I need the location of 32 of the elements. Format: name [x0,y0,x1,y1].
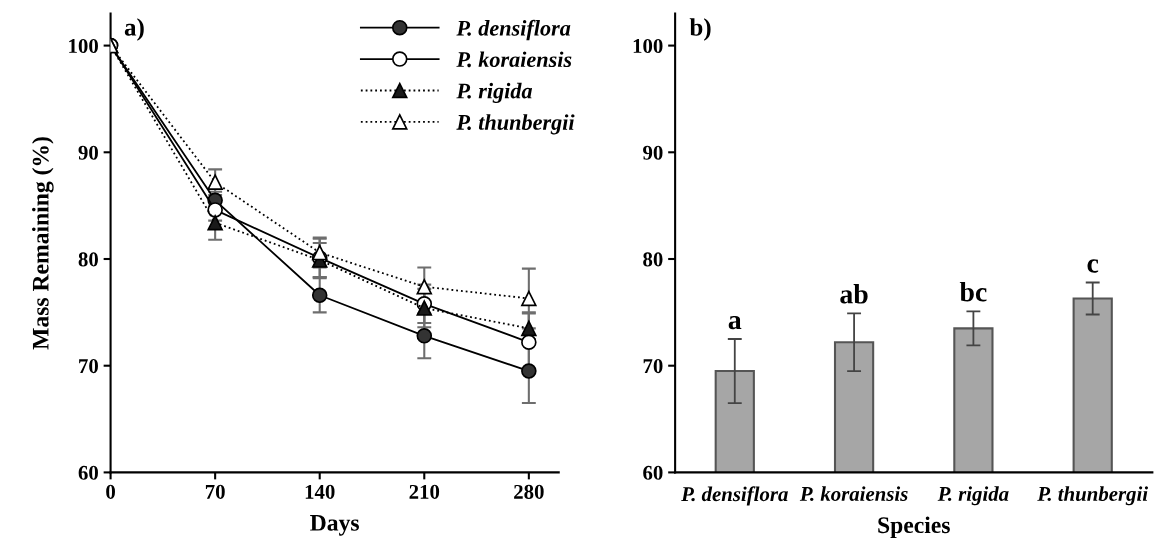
annotation: a) [124,18,144,41]
x-tick-label: P. densiflora [681,486,788,506]
y-tick-label: 60 [78,465,98,480]
y-tick-label: 80 [78,252,98,267]
y-tick-label: 100 [633,38,663,54]
x-axis-title: Species [878,516,950,538]
annotation: a [728,315,742,330]
x-tick-label: 140 [305,484,335,499]
y-tick-label: 70 [643,359,663,374]
x-tick-label: P. thunbergii [1037,486,1148,506]
legend-label: P. koraiensis [456,51,572,68]
y-tick-label: 60 [643,465,663,480]
y-tick-label: 90 [78,145,98,160]
y-tick-label: 90 [643,145,663,160]
legend-label: P. rigida [456,82,533,103]
y-tick-label: 100 [69,38,98,54]
legend-label: P. thunbergii [456,114,575,135]
annotation: b) [689,18,711,41]
y-tick-label: 80 [643,252,663,267]
y-tick-label: 70 [79,359,98,374]
annotation: c [1087,259,1099,273]
y-axis-title: Mass Remaining (%) [32,137,54,350]
x-tick-label: 210 [409,484,440,499]
x-tick-label: 0 [106,484,115,499]
x-tick-label: P. koraiensis [799,486,908,502]
x-tick-label: 280 [514,484,544,499]
annotation: ab [840,284,868,304]
legend-label: P. densiflora [456,19,571,41]
x-axis-title: Days [310,515,359,536]
x-tick-label: P. rigida [937,486,1009,506]
x-tick-label: 70 [205,484,225,499]
annotation: bc [959,281,987,302]
